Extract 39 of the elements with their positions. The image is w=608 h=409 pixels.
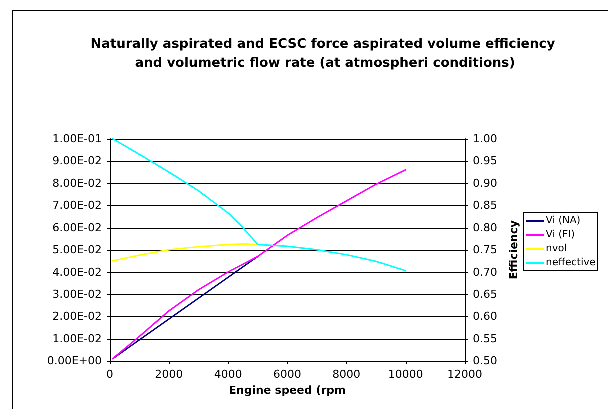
y2-tick-label: 1.00 (473, 132, 498, 146)
y-tick-label: 4.00E-02 (52, 266, 102, 279)
x-tick-label: 10000 (388, 368, 424, 382)
y2-tick-label: 0.50 (473, 354, 498, 368)
legend-label: nvol (546, 244, 568, 254)
line-series (112, 138, 407, 272)
y2-tick-label: 0.80 (473, 221, 498, 234)
y-tick-label: 1.00E-02 (52, 332, 102, 346)
y-tick-label: 8.00E-02 (52, 176, 102, 190)
y-tick-label: 7.00E-02 (52, 199, 102, 212)
y-tick-label: 2.00E-02 (52, 310, 102, 324)
legend-label: neffective (546, 258, 596, 268)
x-tick-label: 12000 (448, 368, 482, 382)
x-tick-label: 8000 (332, 368, 361, 382)
y2-axis-title: Efficiency (507, 220, 520, 280)
y2-tick-label: 0.70 (473, 266, 498, 279)
y2-tick-label: 0.60 (473, 310, 498, 324)
legend-label: Vi (FI) (546, 230, 576, 240)
y-tick-label: 1.00E-01 (52, 132, 102, 146)
x-tick-label: 2000 (155, 368, 184, 382)
legend-label: Vi (NA) (546, 216, 581, 226)
y-tick-label: 9.00E-02 (52, 154, 102, 168)
y2-tick-label: 0.75 (473, 244, 498, 257)
chart-title: Naturally aspirated and ECSC force aspirated volume efficiency and volumetric flow rate (at atmospheri conditions) (90, 37, 556, 71)
y2-tick-label: 0.85 (473, 199, 498, 212)
line-series (112, 244, 259, 262)
y2-tick-label: 0.55 (473, 332, 498, 346)
y-tick-label: 3.00E-02 (52, 288, 102, 301)
y2-tick-label: 0.65 (473, 288, 498, 301)
x-tick-label: 0 (106, 368, 114, 382)
y2-tick-label: 0.95 (473, 154, 498, 168)
line-series (112, 169, 407, 360)
y2-tick-label: 0.90 (473, 176, 498, 190)
y-tick-label: 6.00E-02 (52, 221, 102, 234)
y-tick-label: 0.00E+00 (47, 354, 102, 368)
x-tick-label: 4000 (214, 368, 242, 382)
x-tick-label: 6000 (274, 368, 302, 382)
x-axis-title: Engine speed (rpm (229, 384, 346, 397)
y-tick-label: 5.00E-02 (52, 244, 102, 257)
